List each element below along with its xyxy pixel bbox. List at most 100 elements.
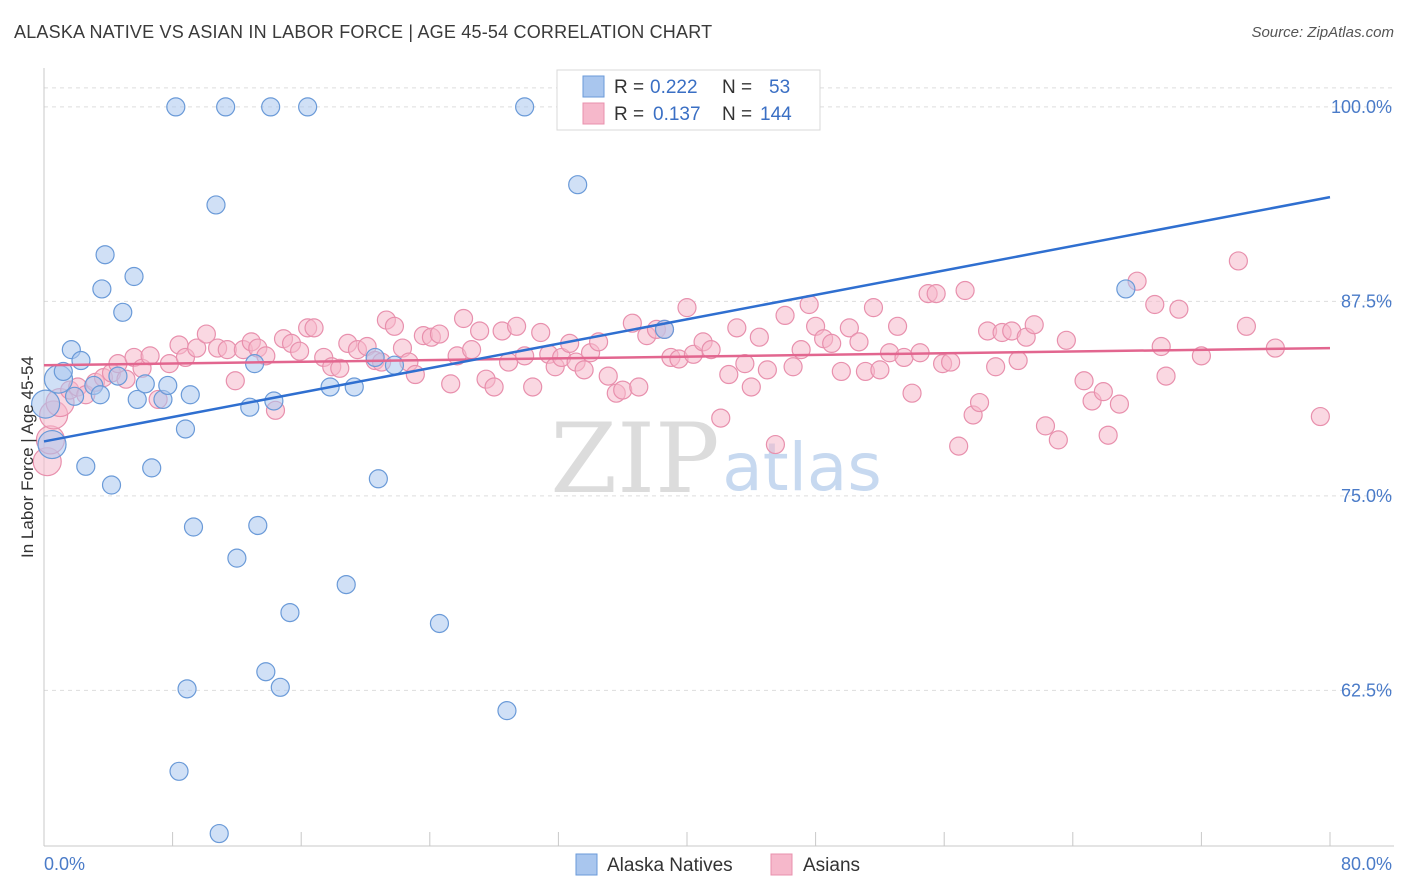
asians-point-138 <box>1169 299 1189 319</box>
series-asians <box>32 251 1330 477</box>
asians-point-127 <box>1048 430 1068 450</box>
alaska-natives-point-50 <box>1116 279 1136 299</box>
alaska-natives-point-41 <box>365 347 385 368</box>
trend-line-alaska-natives <box>43 195 1331 443</box>
stats-legend-r-label-2: R = <box>614 104 644 125</box>
stats-legend-n-value-1: 53 <box>769 77 790 98</box>
alaska-natives-point-10 <box>95 245 115 265</box>
alaska-natives-point-33 <box>261 97 281 117</box>
alaska-natives-point-45 <box>497 701 517 721</box>
asians-point-73 <box>613 380 633 400</box>
y-tick-label-2: 75.0% <box>1341 486 1392 506</box>
y-tick-label-3: 62.5% <box>1341 680 1392 700</box>
asians-point-56 <box>484 377 504 397</box>
bottom-legend-swatch-alaska-natives <box>575 853 598 876</box>
asians-point-136 <box>1151 336 1171 357</box>
asians-point-59 <box>507 316 527 336</box>
asians-point-92 <box>765 434 786 455</box>
alaska-natives-point-46 <box>515 97 535 117</box>
alaska-natives-point-52 <box>180 385 200 405</box>
asians-point-114 <box>941 352 961 372</box>
alaska-natives-point-43 <box>384 355 405 375</box>
watermark: ZIP atlas <box>550 403 881 515</box>
alaska-natives-point-11 <box>101 475 122 495</box>
alaska-natives-point-13 <box>113 302 133 322</box>
bottom-legend: Alaska Natives Asians <box>575 853 860 876</box>
asians-point-128 <box>1056 330 1076 350</box>
asians-point-101 <box>839 318 859 338</box>
asians-point-137 <box>1156 366 1176 386</box>
alaska-natives-point-51 <box>90 385 110 405</box>
chart-source: Source: ZipAtlas.com <box>1251 24 1394 41</box>
alaska-natives-point-3 <box>53 361 73 382</box>
asians-point-88 <box>735 354 755 374</box>
stats-legend: R = 0.222 N = 53 R = 0.137 N = 144 <box>556 69 821 131</box>
chart-title: ALASKA NATIVE VS ASIAN IN LABOR FORCE | … <box>14 22 713 42</box>
alaska-natives-point-28 <box>227 548 247 568</box>
alaska-natives-point-6 <box>71 350 91 371</box>
alaska-natives-point-47 <box>568 175 588 195</box>
watermark-zip: ZIP <box>550 403 719 515</box>
asians-point-102 <box>849 332 869 352</box>
asians-point-54 <box>470 321 490 341</box>
alaska-natives-point-17 <box>142 458 162 478</box>
asians-point-141 <box>1236 316 1257 336</box>
stats-legend-r-value-1: 0.222 <box>650 77 698 98</box>
asians-point-62 <box>531 322 551 343</box>
asians-point-125 <box>1024 315 1044 335</box>
y-axis-label: In Labor Force | Age 45-54 <box>18 356 37 558</box>
asians-point-85 <box>711 408 731 428</box>
asians-point-91 <box>757 360 777 380</box>
trend-lines <box>43 195 1331 443</box>
stats-legend-swatch-blue <box>582 75 605 98</box>
asians-point-115 <box>949 436 969 456</box>
x-tick-label-max: 80.0% <box>1341 854 1392 874</box>
y-tick-label-1: 87.5% <box>1341 291 1392 311</box>
asians-point-93 <box>775 305 795 326</box>
asians-point-118 <box>969 392 990 413</box>
alaska-natives-point-36 <box>280 602 300 623</box>
asians-point-14 <box>140 346 160 366</box>
alaska-natives-point-19 <box>158 375 178 396</box>
series-alaska-natives <box>31 97 1136 844</box>
stats-legend-r-label-1: R = <box>614 77 644 98</box>
alaska-natives-point-23 <box>177 679 197 699</box>
asians-point-75 <box>629 377 649 397</box>
asians-point-139 <box>1191 346 1212 366</box>
asians-point-36 <box>330 358 350 378</box>
alaska-natives-point-44 <box>429 613 450 634</box>
stats-legend-swatch-pink <box>582 102 605 125</box>
asians-point-94 <box>783 357 803 377</box>
stats-legend-n-value-2: 144 <box>760 104 792 125</box>
stats-legend-n-label-1: N = <box>722 77 752 98</box>
asians-point-105 <box>870 360 890 380</box>
watermark-atlas: atlas <box>722 429 882 506</box>
alaska-natives-point-16 <box>135 374 155 394</box>
asians-point-109 <box>902 383 922 403</box>
x-tick-marks <box>43 832 1331 846</box>
asians-point-100 <box>831 361 851 382</box>
asians-point-68 <box>574 360 594 380</box>
asians-point-89 <box>741 377 761 397</box>
asians-point-20 <box>196 324 216 344</box>
asians-point-143 <box>1310 406 1330 427</box>
grid-lines <box>44 87 1394 691</box>
asians-point-53 <box>461 340 482 360</box>
asians-point-86 <box>719 364 739 385</box>
asians-point-140 <box>1228 251 1248 271</box>
asians-point-81 <box>677 298 697 318</box>
asians-point-108 <box>894 347 914 368</box>
asians-point-133 <box>1109 394 1130 414</box>
alaska-natives-point-12 <box>108 366 128 386</box>
alaska-natives-point-14 <box>124 266 144 287</box>
asians-point-126 <box>1035 416 1056 436</box>
asians-point-87 <box>727 318 747 338</box>
asians-point-132 <box>1098 425 1118 445</box>
alaska-natives-point-39 <box>336 574 356 595</box>
asians-point-49 <box>429 324 450 344</box>
asians-point-71 <box>598 366 618 386</box>
asians-point-61 <box>523 377 543 397</box>
alaska-natives-point-37 <box>298 97 318 117</box>
alaska-natives-point-5 <box>64 386 85 406</box>
